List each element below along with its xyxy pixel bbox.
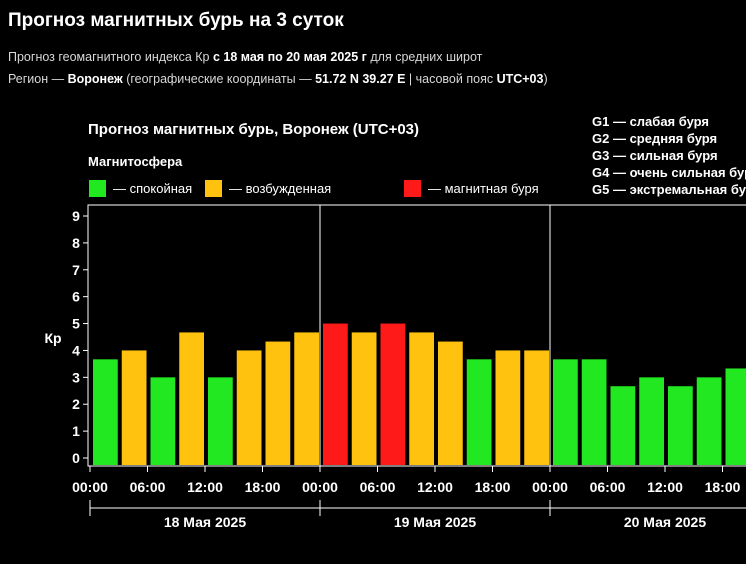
y-tick-label: 9: [72, 208, 80, 224]
legend-title: Магнитосфера: [88, 154, 183, 169]
legend-label-storm: — магнитная буря: [428, 181, 539, 196]
bar-calm: [582, 359, 607, 465]
legend-swatch-calm: [89, 180, 106, 197]
bar-calm: [467, 359, 492, 465]
x-axis: 00:00 06:00 12:00 18:00 00:00 06:00 12:00 18:00…: [72, 466, 746, 495]
x-tick-label: 06:00: [590, 479, 626, 495]
y-tick-label: 5: [72, 316, 80, 332]
legend-label-excited: — возбужденная: [229, 181, 331, 196]
g-scale-item: G1 — слабая буря: [592, 114, 709, 129]
y-tick-label: 4: [72, 342, 80, 358]
legend-swatch-storm: [404, 180, 421, 197]
y-tick-label: 7: [72, 262, 80, 278]
x-tick-label: 06:00: [130, 479, 166, 495]
bar-calm: [151, 377, 176, 465]
x-tick-label: 18:00: [475, 479, 511, 495]
day-label: 20 Мая 2025: [624, 514, 706, 530]
y-axis: 0 1 2 3 4 5 6 7 8 9 Кр: [44, 208, 88, 466]
y-tick-label: 1: [72, 423, 80, 439]
y-tick-label: 8: [72, 235, 80, 251]
x-tick-label: 00:00: [532, 479, 568, 495]
x-tick-label: 18:00: [705, 479, 741, 495]
bar-excited: [524, 350, 549, 465]
legend-label-calm: — спокойная: [113, 181, 192, 196]
bar-storm: [381, 324, 406, 465]
bar-calm: [93, 359, 118, 465]
bar-excited: [237, 350, 262, 465]
bar-calm: [639, 377, 664, 465]
bar-excited: [179, 332, 204, 465]
y-tick-label: 0: [72, 450, 80, 466]
bar-excited: [496, 350, 521, 465]
x-tick-label: 18:00: [245, 479, 281, 495]
day-label: 19 Мая 2025: [394, 514, 476, 530]
bar-excited: [409, 332, 434, 465]
bar-excited: [352, 332, 377, 465]
g-scale-item: G5 — экстремальная буря: [592, 182, 746, 197]
x-tick-label: 00:00: [302, 479, 338, 495]
y-axis-label: Кр: [44, 330, 61, 346]
legend-swatch-excited: [205, 180, 222, 197]
chart-title: Прогноз магнитных бурь, Воронеж (UTC+03): [88, 121, 419, 138]
g-scale-item: G2 — средняя буря: [592, 131, 717, 146]
day-labels: 18 Мая 2025 19 Мая 2025 20 Мая 2025: [90, 500, 746, 530]
x-tick-label: 00:00: [72, 479, 108, 495]
g-scale-item: G3 — сильная буря: [592, 148, 718, 163]
bar-excited: [294, 332, 319, 465]
bar-calm: [668, 386, 693, 465]
bars: [93, 324, 746, 465]
x-tick-label: 12:00: [647, 479, 683, 495]
x-tick-label: 12:00: [417, 479, 453, 495]
y-tick-label: 6: [72, 289, 80, 305]
bar-excited: [266, 342, 291, 465]
bar-calm: [697, 377, 722, 465]
g-scale-item: G4 — очень сильная буря: [592, 165, 746, 180]
y-tick-label: 3: [72, 369, 80, 385]
bar-calm: [553, 359, 578, 465]
bar-calm: [611, 386, 636, 465]
g-scale-legend: G1 — слабая буря G2 — средняя буря G3 — си…: [592, 114, 746, 197]
bar-excited: [122, 350, 147, 465]
day-label: 18 Мая 2025: [164, 514, 246, 530]
bar-storm: [323, 324, 348, 465]
legend: — спокойная — возбужденная — магнитная бур…: [89, 180, 539, 197]
x-tick-label: 12:00: [187, 479, 223, 495]
y-tick-label: 2: [72, 396, 80, 412]
bar-calm: [726, 368, 746, 465]
x-tick-label: 06:00: [360, 479, 396, 495]
bar-excited: [438, 342, 463, 465]
bar-calm: [208, 377, 233, 465]
